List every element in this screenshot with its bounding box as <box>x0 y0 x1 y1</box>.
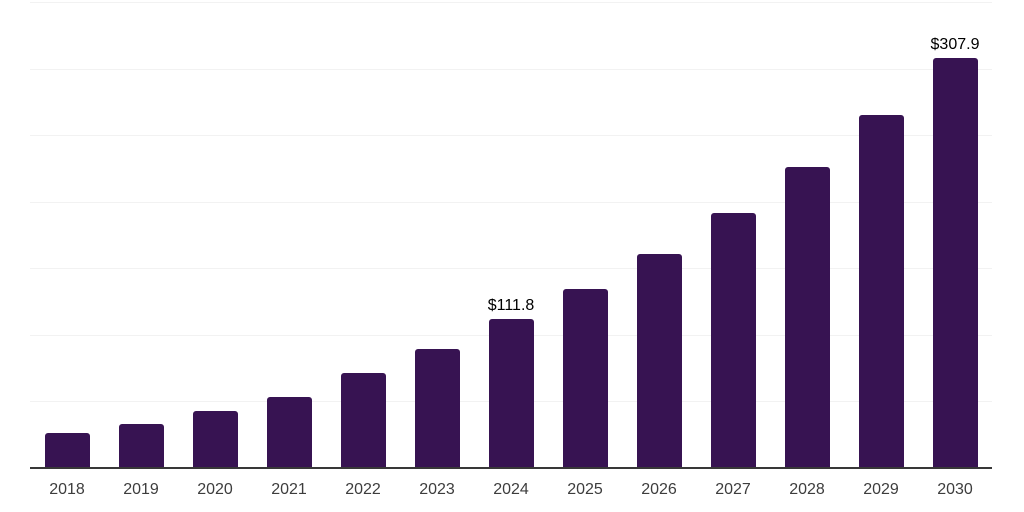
bar-slot-2026 <box>622 2 696 468</box>
x-tick-label-2021: 2021 <box>271 481 307 498</box>
bar-slot-2029 <box>844 2 918 468</box>
bar-slot-2025 <box>548 2 622 468</box>
bar-slot-2024: $111.8 <box>474 2 548 468</box>
x-tick-label-2020: 2020 <box>197 481 233 498</box>
x-axis-line <box>30 467 992 469</box>
bar-value-label-2030: $307.9 <box>930 36 980 54</box>
bar-2026 <box>636 254 682 468</box>
bar-series: $111.8 $307.9 <box>30 2 992 468</box>
x-tick-label-2022: 2022 <box>345 481 381 498</box>
bar-slot-2030: $307.9 <box>918 2 992 468</box>
bar-2027 <box>710 213 756 468</box>
bar-2024 <box>488 319 534 468</box>
x-tick-label-2023: 2023 <box>419 481 455 498</box>
bar-slot-2028 <box>770 2 844 468</box>
bar-slot-2019 <box>104 2 178 468</box>
x-tick-label-2029: 2029 <box>863 481 899 498</box>
x-tick-label-2030: 2030 <box>937 481 973 498</box>
bar-2020 <box>192 411 238 468</box>
bar-2028 <box>784 167 830 468</box>
x-tick-label-2024: 2024 <box>493 481 529 498</box>
x-tick-label-2026: 2026 <box>641 481 677 498</box>
bar-value-label-2024: $111.8 <box>487 297 535 315</box>
bar-slot-2018 <box>30 2 104 468</box>
bar-slot-2021 <box>252 2 326 468</box>
gridline-300 <box>30 68 992 70</box>
bar-2019 <box>118 423 164 468</box>
bar-slot-2022 <box>326 2 400 468</box>
bar-2022 <box>340 372 386 468</box>
bar-slot-2027 <box>696 2 770 468</box>
bar-2018 <box>44 432 90 468</box>
bar-2029 <box>858 115 904 468</box>
gridline-150 <box>30 268 992 270</box>
x-tick-label-2028: 2028 <box>789 481 825 498</box>
x-tick-label-2027: 2027 <box>715 481 751 498</box>
x-tick-label-2019: 2019 <box>123 481 159 498</box>
bar-slot-2023 <box>400 2 474 468</box>
bar-2023 <box>414 348 460 468</box>
gridline-200 <box>30 201 992 203</box>
bar-slot-2020 <box>178 2 252 468</box>
plot-area: $111.8 $307.9 <box>30 2 992 469</box>
gridline-250 <box>30 135 992 137</box>
gridline-350 <box>30 2 992 3</box>
x-tick-label-2018: 2018 <box>49 481 85 498</box>
bar-2025 <box>562 289 608 468</box>
bar-2021 <box>266 396 312 468</box>
x-tick-label-2025: 2025 <box>567 481 603 498</box>
x-axis-tick-labels: 2018 2019 2020 2021 2022 2023 2024 2025 2026 2027… <box>30 480 992 500</box>
bar-2030 <box>932 58 978 468</box>
